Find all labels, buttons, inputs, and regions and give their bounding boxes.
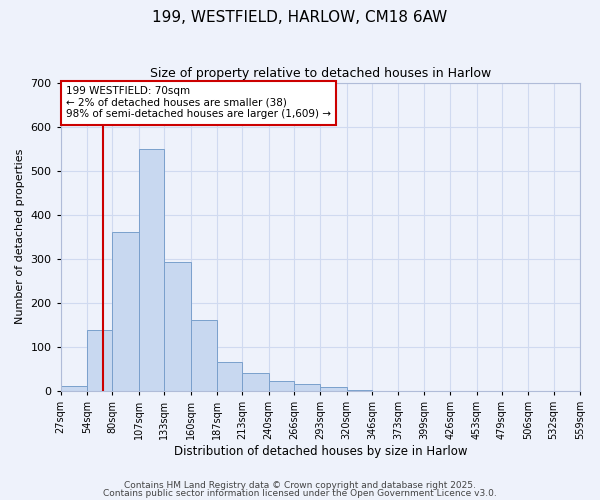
Bar [61,386,87,390]
Text: 199 WESTFIELD: 70sqm
← 2% of detached houses are smaller (38)
98% of semi-detach: 199 WESTFIELD: 70sqm ← 2% of detached ho… [66,86,331,120]
Bar [87,330,112,390]
Title: Size of property relative to detached houses in Harlow: Size of property relative to detached ho… [150,68,491,80]
X-axis label: Distribution of detached houses by size in Harlow: Distribution of detached houses by size … [173,444,467,458]
Bar [139,149,164,390]
Bar [242,373,269,390]
Bar [320,387,347,390]
Bar [269,381,294,390]
Text: Contains public sector information licensed under the Open Government Licence v3: Contains public sector information licen… [103,488,497,498]
Bar [217,362,242,390]
Bar [112,232,139,390]
Bar [164,262,191,390]
Text: Contains HM Land Registry data © Crown copyright and database right 2025.: Contains HM Land Registry data © Crown c… [124,481,476,490]
Bar [294,384,320,390]
Text: 199, WESTFIELD, HARLOW, CM18 6AW: 199, WESTFIELD, HARLOW, CM18 6AW [152,10,448,25]
Y-axis label: Number of detached properties: Number of detached properties [15,149,25,324]
Bar [191,320,217,390]
